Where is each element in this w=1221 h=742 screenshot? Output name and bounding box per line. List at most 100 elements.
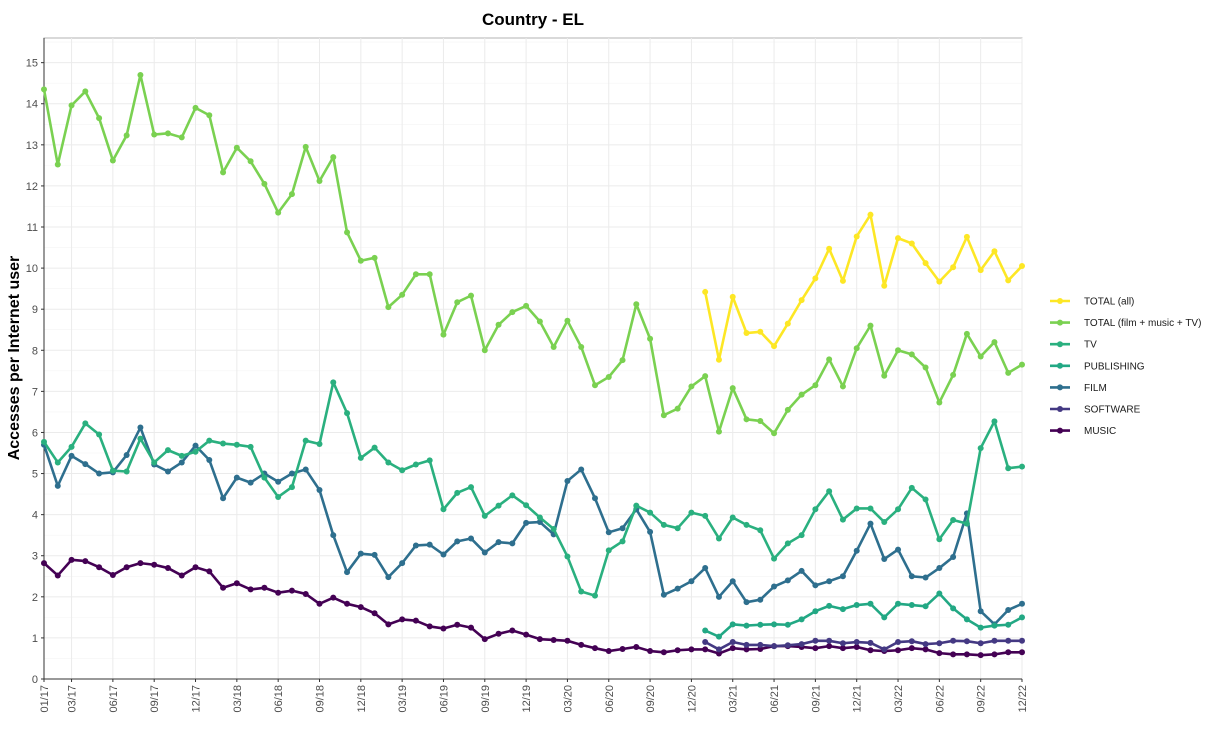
data-point — [578, 343, 585, 350]
data-point — [1005, 277, 1012, 284]
y-tick-label: 1 — [32, 633, 38, 645]
data-point — [288, 484, 295, 491]
data-point — [344, 229, 351, 236]
x-tick-label: 12/20 — [686, 685, 698, 713]
y-tick-label: 8 — [32, 345, 38, 357]
data-point — [715, 633, 722, 640]
data-point — [178, 572, 185, 579]
data-point — [302, 437, 309, 444]
x-tick-label: 09/21 — [810, 685, 822, 713]
data-point — [922, 496, 929, 503]
data-point — [564, 637, 571, 644]
chart-title: Country - EL — [482, 10, 584, 29]
x-tick-label: 09/17 — [149, 685, 161, 713]
data-point — [1005, 649, 1012, 656]
data-point — [702, 373, 709, 380]
legend-label: TV — [1084, 340, 1097, 351]
data-point — [68, 556, 75, 563]
legend-key-point — [1057, 298, 1063, 304]
x-tick-label: 06/20 — [604, 685, 616, 713]
data-point — [233, 580, 240, 587]
data-point — [178, 134, 185, 141]
data-point — [1019, 263, 1025, 270]
data-point — [936, 590, 943, 597]
legend-entry: TV — [1050, 340, 1097, 351]
series-line — [42, 426, 1023, 626]
data-point — [771, 583, 778, 590]
legend-label: TOTAL (film + music + TV) — [1084, 318, 1201, 329]
data-point — [729, 293, 736, 300]
data-point — [357, 604, 364, 611]
data-point — [784, 540, 791, 547]
data-point — [867, 520, 874, 527]
data-point — [54, 459, 61, 466]
data-point — [839, 606, 846, 613]
data-point — [178, 452, 185, 459]
data-point — [936, 565, 943, 572]
legend-entry: FILM — [1050, 383, 1107, 394]
data-point — [206, 568, 213, 575]
data-point — [481, 636, 488, 643]
data-point — [771, 643, 778, 650]
data-point — [757, 328, 764, 335]
data-point — [440, 551, 447, 558]
legend-label: MUSIC — [1084, 426, 1116, 437]
data-point — [743, 330, 750, 337]
data-point — [771, 343, 778, 350]
data-point — [688, 646, 695, 653]
data-point — [674, 405, 681, 412]
data-point — [881, 614, 888, 621]
data-point — [839, 383, 846, 390]
data-point — [702, 627, 709, 634]
x-tick-label: 12/19 — [521, 685, 533, 713]
data-point — [715, 428, 722, 435]
data-point — [330, 379, 337, 386]
data-point — [674, 585, 681, 592]
data-point — [812, 582, 819, 589]
data-point — [564, 553, 571, 560]
data-point — [385, 621, 392, 628]
data-point — [784, 406, 791, 413]
data-point — [412, 617, 419, 624]
data-point — [509, 627, 516, 634]
data-point — [371, 254, 378, 261]
data-point — [922, 260, 929, 267]
data-point — [454, 299, 461, 306]
data-point — [454, 621, 461, 628]
data-point — [192, 448, 199, 455]
data-point — [316, 486, 323, 493]
data-point — [895, 639, 902, 646]
data-point — [247, 158, 254, 165]
data-point — [591, 382, 598, 389]
data-point — [481, 512, 488, 519]
data-point — [523, 519, 530, 526]
data-point — [715, 535, 722, 542]
data-point — [826, 488, 833, 495]
data-point — [591, 645, 598, 652]
y-axis-label: Accesses per Internet user — [6, 256, 23, 461]
series-group — [41, 71, 1025, 659]
x-tick-label: 06/17 — [108, 685, 120, 713]
data-point — [936, 640, 943, 647]
data-point — [729, 621, 736, 628]
data-point — [316, 177, 323, 184]
data-point — [798, 616, 805, 623]
data-point — [220, 440, 227, 447]
data-point — [454, 489, 461, 496]
data-point — [881, 556, 888, 563]
data-point — [895, 600, 902, 607]
data-point — [729, 578, 736, 585]
data-point — [757, 527, 764, 534]
data-point — [908, 645, 915, 652]
data-point — [426, 541, 433, 548]
data-point — [426, 271, 433, 278]
y-tick-label: 9 — [32, 304, 38, 316]
data-point — [536, 636, 543, 643]
x-tick-label: 06/19 — [438, 685, 450, 713]
data-point — [743, 641, 750, 648]
data-point — [206, 112, 213, 119]
data-point — [771, 555, 778, 562]
data-point — [82, 88, 89, 95]
data-point — [812, 608, 819, 615]
y-tick-label: 15 — [26, 58, 38, 70]
